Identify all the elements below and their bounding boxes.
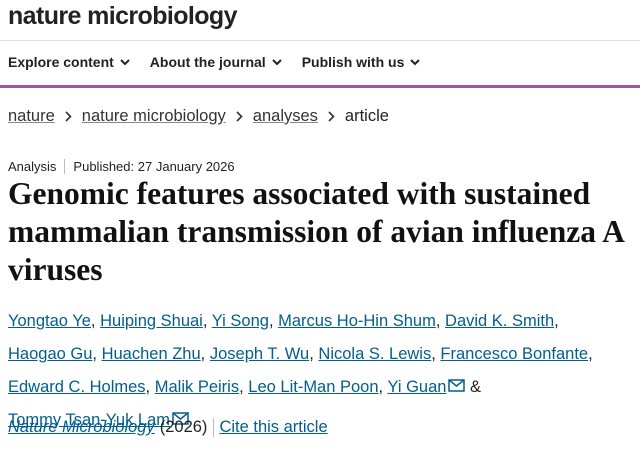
separator: , xyxy=(588,345,593,363)
author-link[interactable]: Huiping Shuai xyxy=(100,312,203,330)
published-label: Published: xyxy=(73,159,135,174)
authors: Yongtao Ye, Huiping Shuai, Yi Song, Marc… xyxy=(8,305,633,437)
article-meta: Analysis Published: 27 January 2026 xyxy=(8,159,235,174)
breadcrumb-arrow xyxy=(328,111,335,122)
author-link[interactable]: Tommy Tsan-Yuk Lam xyxy=(8,411,171,429)
author-link[interactable]: Leo Lit-Man Poon xyxy=(248,378,379,396)
author-link[interactable]: Francesco Bonfante xyxy=(440,345,589,363)
chevron-down xyxy=(271,58,282,65)
breadcrumb-arrow xyxy=(65,111,72,122)
nav-item[interactable]: Publish with us xyxy=(302,54,421,70)
breadcrumbs: nature nature microbiology analyses article xyxy=(8,107,389,126)
nav: Explore content About the journal Publish … xyxy=(8,54,421,70)
breadcrumb-arrow xyxy=(236,111,243,122)
author-link[interactable]: Haogao Gu xyxy=(8,345,93,363)
email-icon xyxy=(448,379,466,392)
year: (2026) xyxy=(160,418,215,437)
separator: , xyxy=(435,312,441,330)
nav-label[interactable]: Explore content xyxy=(8,54,114,70)
email-icon xyxy=(172,412,189,425)
author-link[interactable]: Huachen Zhu xyxy=(101,345,201,363)
citation: Nature Microbiology (2026) Cite this art… xyxy=(8,418,328,437)
cite-link[interactable]: Cite this article xyxy=(219,418,328,436)
author-link[interactable]: Edward C. Holmes xyxy=(8,378,146,396)
author-link[interactable]: Yi Song xyxy=(211,312,269,330)
article-type: Analysis xyxy=(8,159,66,174)
published-date: 27 January 2026 xyxy=(137,159,235,174)
separator: , xyxy=(90,312,96,330)
separator: , xyxy=(92,345,97,363)
separator: , xyxy=(431,345,436,363)
nav-label[interactable]: About the journal xyxy=(149,54,266,70)
nav-item[interactable]: Explore content xyxy=(8,54,130,70)
author-link[interactable]: David K. Smith xyxy=(445,312,555,330)
chevron-down xyxy=(120,58,130,65)
separator: , xyxy=(239,378,244,396)
breadcrumb-link[interactable]: nature xyxy=(8,107,55,125)
separator: , xyxy=(554,312,559,330)
conjunction: & xyxy=(470,378,482,396)
breadcrumb-current: article xyxy=(344,107,389,125)
author-link[interactable]: Yi Guan xyxy=(387,378,447,396)
separator: , xyxy=(200,345,206,363)
separator: , xyxy=(202,312,208,330)
logo[interactable]: nature microbiology xyxy=(8,2,238,30)
separator: , xyxy=(268,312,274,330)
nav-item[interactable]: About the journal xyxy=(150,54,282,70)
nav-label[interactable]: Publish with us xyxy=(301,54,405,70)
chevron-down xyxy=(410,58,421,65)
breadcrumb-link[interactable]: nature microbiology xyxy=(81,107,226,125)
separator: , xyxy=(145,378,151,396)
author-link[interactable]: Malik Peiris xyxy=(154,378,240,396)
author-link[interactable]: Joseph T. Wu xyxy=(209,345,310,363)
separator: , xyxy=(378,378,384,396)
separator: , xyxy=(309,345,314,363)
accent-bar xyxy=(0,85,640,88)
author-link[interactable]: Yongtao Ye xyxy=(8,312,91,330)
journal-link[interactable]: Nature Microbiology xyxy=(8,418,155,436)
breadcrumb-link[interactable]: analyses xyxy=(252,107,318,125)
author-link[interactable]: Marcus Ho-Hin Shum xyxy=(278,312,436,330)
article-title: Genomic features associated with sustain… xyxy=(8,176,624,287)
author-link[interactable]: Nicola S. Lewis xyxy=(318,345,432,363)
divider xyxy=(0,40,640,41)
